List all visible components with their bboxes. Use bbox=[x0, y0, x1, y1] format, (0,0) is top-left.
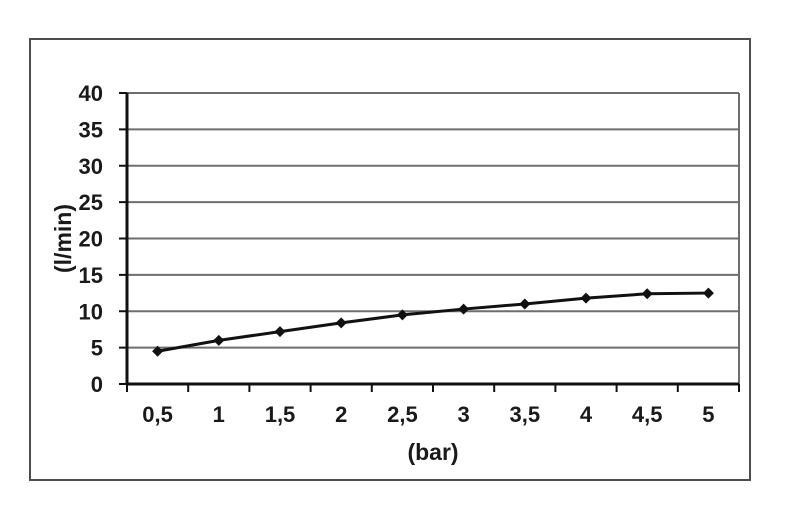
x-tick-label: 1 bbox=[213, 402, 225, 427]
y-tick-label: 5 bbox=[91, 336, 103, 361]
flow-vs-pressure-chart: 0 5 10 15 20 25 30 35 40 0,5 1 1,5 2 2,5 3 3,5 4 4,5 5 (bar… bbox=[50, 81, 740, 465]
y-tick-label: 30 bbox=[79, 154, 103, 179]
y-tick-label: 10 bbox=[79, 299, 103, 324]
x-tick-label: 1,5 bbox=[265, 402, 296, 427]
y-tick-label: 35 bbox=[79, 117, 103, 142]
series-line bbox=[157, 291, 709, 353]
y-tick-label: 0 bbox=[91, 372, 103, 397]
data-point-marker bbox=[152, 345, 164, 357]
x-tick-label: 4 bbox=[580, 402, 593, 427]
chart-frame: 0 5 10 15 20 25 30 35 40 0,5 1 1,5 2 2,5 3 3,5 4 4,5 5 (bar… bbox=[29, 38, 751, 481]
y-tick-label: 15 bbox=[79, 263, 103, 288]
y-axis-title: (l/min) bbox=[50, 204, 76, 273]
data-point-marker bbox=[335, 317, 347, 329]
data-point-marker bbox=[213, 334, 225, 346]
x-tick-label: 5 bbox=[702, 402, 714, 427]
data-point-marker bbox=[519, 298, 531, 310]
y-tick-label: 20 bbox=[79, 227, 103, 252]
data-point-marker bbox=[396, 309, 408, 321]
x-tick-label: 0,5 bbox=[142, 402, 173, 427]
data-point-marker bbox=[580, 292, 592, 304]
data-point-marker bbox=[702, 287, 714, 299]
x-tick-label: 3 bbox=[457, 402, 469, 427]
x-tick-label: 4,5 bbox=[632, 402, 663, 427]
x-tick-label: 2 bbox=[335, 402, 347, 427]
y-tick-label: 25 bbox=[79, 190, 103, 215]
y-tick-label: 40 bbox=[79, 81, 103, 106]
x-axis-title: (bar) bbox=[407, 439, 458, 465]
data-point-marker bbox=[458, 303, 470, 315]
data-point-marker bbox=[274, 326, 286, 338]
x-tick-label: 2,5 bbox=[387, 402, 418, 427]
x-tick-label: 3,5 bbox=[510, 402, 541, 427]
data-point-marker bbox=[641, 288, 653, 300]
